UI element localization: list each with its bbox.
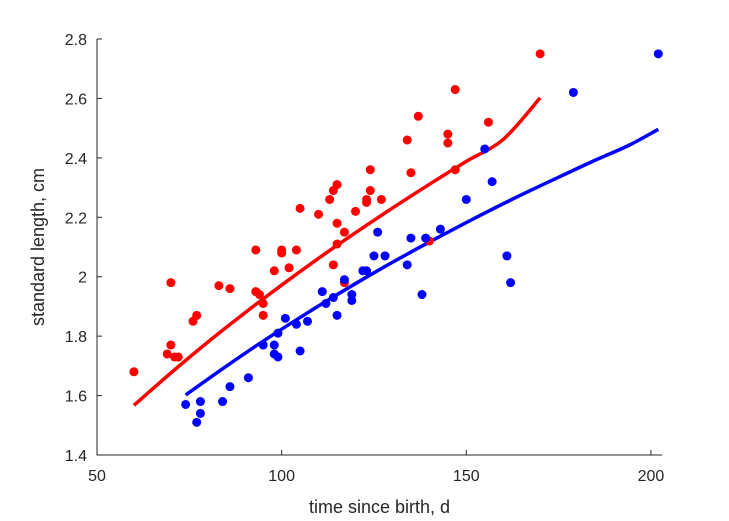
data-point-blue bbox=[269, 340, 279, 350]
data-point-blue bbox=[369, 251, 379, 261]
x-tick-label: 200 bbox=[638, 468, 665, 485]
y-tick-label: 1.6 bbox=[65, 389, 87, 406]
data-point-red bbox=[443, 129, 453, 139]
data-point-red bbox=[365, 186, 375, 196]
data-point-red bbox=[295, 203, 305, 213]
data-point-blue bbox=[380, 251, 390, 261]
data-point-red bbox=[214, 281, 224, 291]
y-axis-label: standard length, cm bbox=[28, 168, 48, 326]
data-point-red bbox=[535, 49, 545, 59]
fit-curves bbox=[132, 96, 660, 407]
data-point-blue bbox=[568, 87, 578, 97]
data-point-blue bbox=[328, 293, 338, 303]
data-point-blue bbox=[181, 399, 191, 409]
data-point-blue bbox=[258, 340, 268, 350]
x-ticks: 50 100 150 200 bbox=[88, 450, 664, 485]
data-point-red bbox=[350, 206, 360, 216]
x-axis-label: time since birth, d bbox=[309, 497, 450, 517]
data-point-red bbox=[166, 278, 176, 288]
fit-curve-blue bbox=[184, 127, 660, 397]
y-tick-label: 2.2 bbox=[65, 210, 87, 227]
data-point-red bbox=[251, 245, 261, 255]
data-point-red bbox=[450, 165, 460, 175]
data-point-blue bbox=[461, 194, 471, 204]
data-point-red bbox=[413, 111, 423, 121]
data-point-red bbox=[173, 352, 183, 362]
x-tick-label: 150 bbox=[453, 468, 480, 485]
data-point-blue bbox=[402, 260, 412, 270]
data-point-blue bbox=[273, 328, 283, 338]
data-point-red bbox=[284, 263, 294, 273]
data-point-blue bbox=[302, 316, 312, 326]
y-tick-label: 2 bbox=[78, 270, 87, 287]
data-point-blue bbox=[506, 278, 516, 288]
data-point-red bbox=[277, 248, 287, 258]
data-point-red bbox=[166, 340, 176, 350]
data-point-red bbox=[362, 194, 372, 204]
data-point-red bbox=[332, 239, 342, 249]
data-point-red bbox=[325, 194, 335, 204]
y-tick-label: 2.6 bbox=[65, 91, 87, 108]
data-point-red bbox=[314, 209, 324, 219]
fit-curve-red bbox=[132, 96, 542, 407]
data-point-red bbox=[328, 260, 338, 270]
data-point-blue bbox=[502, 251, 512, 261]
data-point-blue bbox=[406, 233, 416, 243]
data-point-blue bbox=[273, 352, 283, 362]
data-point-red bbox=[365, 165, 375, 175]
data-points bbox=[129, 49, 663, 427]
y-tick-label: 2.4 bbox=[65, 151, 87, 168]
data-point-blue bbox=[321, 298, 331, 308]
data-point-red bbox=[269, 266, 279, 276]
data-point-blue bbox=[487, 177, 497, 187]
data-point-blue bbox=[480, 144, 490, 154]
y-tick-label: 1.4 bbox=[65, 448, 87, 465]
data-point-red bbox=[402, 135, 412, 145]
data-point-blue bbox=[291, 319, 301, 329]
data-point-blue bbox=[317, 287, 327, 297]
data-point-red bbox=[443, 138, 453, 148]
data-point-blue bbox=[435, 224, 445, 234]
data-point-red bbox=[483, 117, 493, 127]
data-point-blue bbox=[192, 417, 202, 427]
axis-frame bbox=[96, 39, 662, 456]
data-point-blue bbox=[295, 346, 305, 356]
x-tick-label: 100 bbox=[268, 468, 295, 485]
data-point-blue bbox=[347, 295, 357, 305]
data-point-red bbox=[406, 168, 416, 178]
data-point-blue bbox=[417, 290, 427, 300]
data-point-blue bbox=[195, 397, 205, 407]
y-tick-label: 1.8 bbox=[65, 329, 87, 346]
data-point-red bbox=[376, 194, 386, 204]
y-tick-label: 2.8 bbox=[65, 32, 87, 49]
data-point-red bbox=[258, 298, 268, 308]
data-point-red bbox=[332, 218, 342, 228]
data-point-red bbox=[450, 85, 460, 95]
data-point-blue bbox=[362, 266, 372, 276]
data-point-blue bbox=[653, 49, 663, 59]
data-point-blue bbox=[280, 313, 290, 323]
data-point-blue bbox=[195, 408, 205, 418]
data-point-blue bbox=[243, 373, 253, 383]
x-tick-label: 50 bbox=[88, 468, 106, 485]
data-point-red bbox=[162, 349, 172, 359]
data-point-blue bbox=[332, 310, 342, 320]
data-point-red bbox=[129, 367, 139, 377]
data-point-blue bbox=[218, 397, 228, 407]
data-point-blue bbox=[339, 275, 349, 285]
data-point-red bbox=[291, 245, 301, 255]
data-point-blue bbox=[421, 233, 431, 243]
data-point-red bbox=[332, 180, 342, 190]
data-point-red bbox=[258, 310, 268, 320]
y-ticks: 1.4 1.6 1.8 2 2.2 2.4 2.6 2.8 bbox=[65, 32, 102, 465]
data-point-red bbox=[192, 310, 202, 320]
data-point-red bbox=[254, 290, 264, 300]
data-point-red bbox=[339, 227, 349, 237]
axes bbox=[96, 39, 662, 456]
data-point-red bbox=[225, 284, 235, 294]
data-point-blue bbox=[225, 382, 235, 392]
data-point-blue bbox=[373, 227, 383, 237]
